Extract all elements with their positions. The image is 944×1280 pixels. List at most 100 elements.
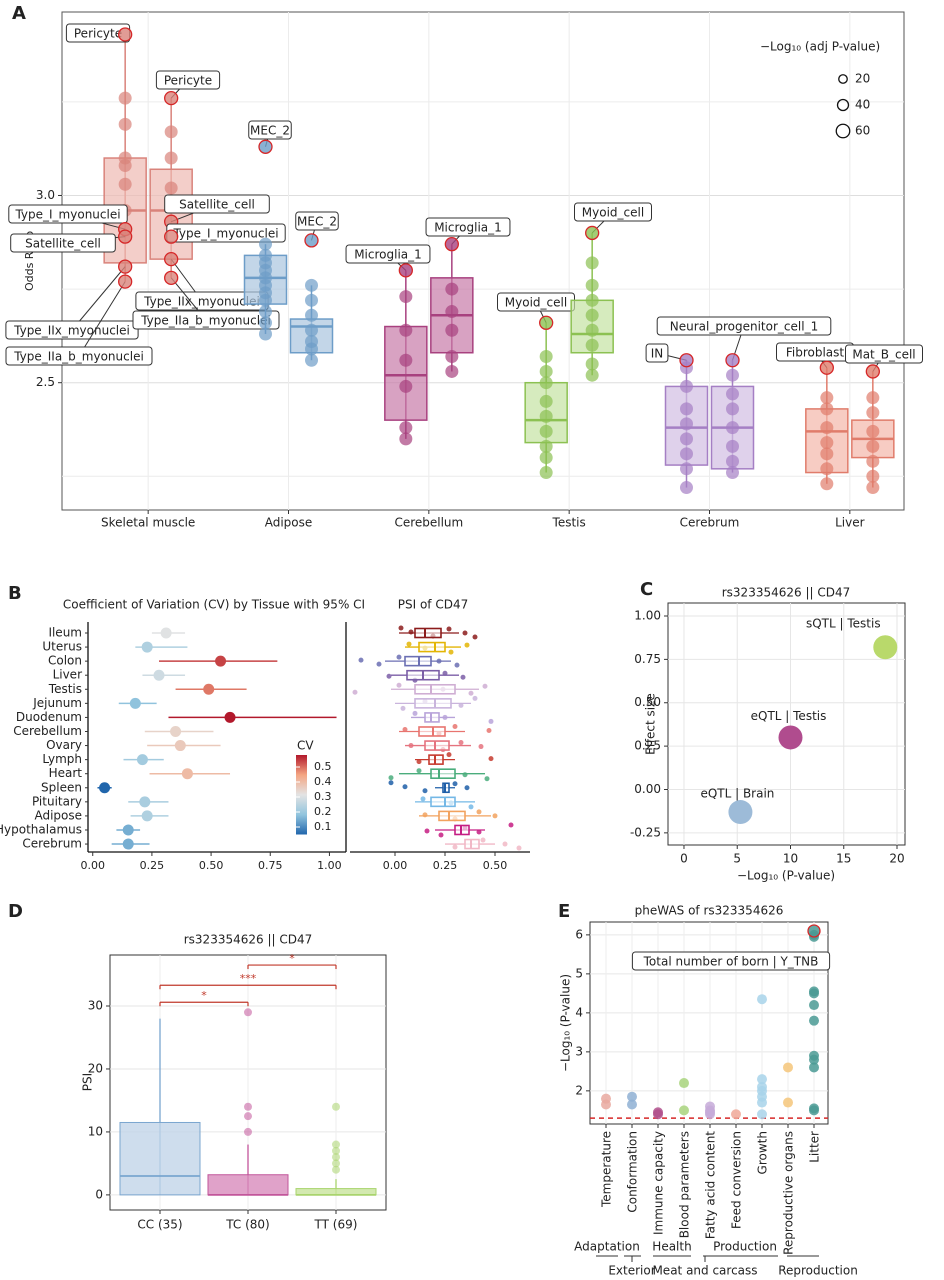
point	[259, 237, 272, 251]
chart-title: pheWAS of rs323354626	[635, 904, 784, 918]
point	[601, 1099, 611, 1110]
point-label: Satellite_cell	[179, 198, 255, 212]
outlier	[332, 1140, 340, 1149]
panel-label: B	[8, 583, 22, 604]
x-tick-label: Cerebrum	[680, 516, 740, 530]
size-legend-label: 20	[855, 72, 870, 86]
estimate	[141, 810, 153, 822]
significance: *	[289, 952, 295, 965]
point	[809, 988, 819, 999]
point	[445, 282, 459, 296]
highlight-point	[539, 315, 554, 330]
y-tick-label: Duodenum	[16, 710, 82, 724]
x-tick-label: 0.50	[483, 859, 508, 872]
y-tick-label: Liver	[53, 668, 83, 682]
point	[484, 776, 490, 782]
size-legend-title: −Log₁₀ (adj P-value)	[760, 40, 880, 54]
point	[416, 768, 422, 774]
class-label: Production	[713, 1240, 777, 1254]
highlight-point	[118, 229, 133, 244]
y-tick-label: Lymph	[42, 752, 82, 766]
x-tick-label: 10	[783, 852, 798, 866]
colorbar-label: 0.1	[314, 820, 332, 833]
point	[412, 710, 418, 716]
box	[207, 1174, 289, 1196]
label-box	[645, 343, 669, 363]
y-tick-label: 5	[575, 966, 583, 980]
panel-label: C	[640, 579, 653, 600]
y-tick-label: 0.00	[634, 782, 661, 796]
outlier	[332, 1165, 340, 1174]
y-tick-label: Spleen	[41, 780, 82, 794]
point	[809, 1015, 819, 1026]
point	[464, 785, 470, 791]
y-tick-label: 0.75	[634, 652, 661, 666]
point	[866, 481, 880, 495]
highlight-point	[304, 233, 319, 248]
point	[305, 342, 318, 356]
point	[585, 368, 599, 382]
point-label: Myoid_cell	[505, 296, 567, 310]
point	[352, 689, 358, 695]
estimate	[129, 697, 141, 709]
significance: *	[201, 989, 207, 1002]
point-label: Pericyte	[74, 27, 122, 41]
point	[728, 800, 753, 825]
chart-title: rs323354626 || CD47	[722, 586, 851, 600]
point	[259, 316, 272, 330]
box	[438, 810, 466, 822]
estimate	[215, 655, 227, 667]
x-tick-label: Blood parameters	[678, 1131, 692, 1238]
x-tick-label: Litter	[808, 1131, 822, 1163]
point	[458, 740, 464, 746]
point	[502, 841, 508, 847]
highlight-point	[398, 263, 413, 278]
point	[480, 837, 486, 843]
outlier	[332, 1159, 340, 1168]
class-label: Meat and carcass	[652, 1264, 757, 1278]
point	[679, 1078, 689, 1089]
box	[295, 1188, 377, 1196]
chart-title: Coefficient of Variation (CV) by Tissue …	[63, 598, 365, 612]
point	[305, 278, 318, 292]
outlier	[332, 1153, 340, 1162]
highlight-point	[444, 237, 459, 252]
point	[820, 477, 834, 491]
point	[680, 481, 693, 495]
point	[458, 702, 464, 708]
point	[396, 682, 402, 688]
panel-label: D	[8, 901, 23, 922]
point	[539, 394, 553, 408]
highlight-point	[164, 90, 179, 106]
point	[476, 829, 482, 835]
point-label: Microglia_1	[354, 248, 422, 262]
point	[399, 353, 413, 367]
x-tick-label: Conformation	[626, 1131, 640, 1213]
y-tick-label: 0.25	[634, 739, 661, 753]
point	[866, 424, 880, 438]
y-tick-label: Ovary	[46, 738, 82, 752]
point-label: sQTL | Testis	[806, 617, 881, 631]
label-box	[155, 70, 221, 90]
point	[585, 256, 599, 270]
point	[488, 756, 494, 762]
point	[424, 828, 430, 834]
point	[446, 626, 452, 632]
x-tick-label: 15	[836, 852, 851, 866]
point	[259, 293, 272, 307]
x-tick-label: Adipose	[265, 516, 313, 530]
y-tick-label: Adipose	[34, 808, 82, 822]
point-label: Myoid_cell	[582, 206, 644, 220]
y-tick-label: Cerebellum	[13, 724, 82, 738]
outlier	[244, 1008, 252, 1017]
leader-line	[71, 266, 126, 331]
box	[384, 325, 428, 421]
x-tick-label: 0	[680, 852, 688, 866]
point	[445, 349, 459, 363]
point-label: Neural_progenitor_cell_1	[670, 320, 818, 334]
x-tick-label: Skeletal muscle	[101, 516, 195, 530]
label-box	[8, 204, 128, 224]
label-box	[132, 310, 280, 330]
y-tick-label: 1.00	[634, 609, 661, 623]
